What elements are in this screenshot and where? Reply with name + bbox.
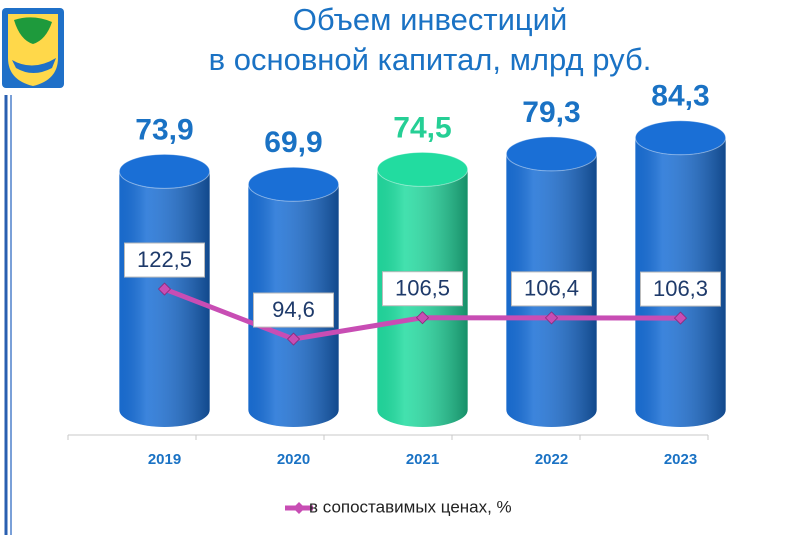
logo bbox=[2, 8, 64, 88]
line-marker bbox=[157, 282, 172, 296]
x-tick-label: 2020 bbox=[277, 451, 310, 468]
data-label: 69,9 bbox=[264, 126, 322, 159]
data-label: 106,4 bbox=[524, 276, 579, 301]
bar-shade bbox=[119, 171, 210, 427]
data-label: 84,3 bbox=[651, 80, 709, 113]
data-label: 106,5 bbox=[395, 276, 450, 301]
bar-top bbox=[505, 136, 598, 172]
side-decoration bbox=[4, 95, 12, 535]
data-label-box bbox=[640, 271, 721, 307]
data-label-box bbox=[511, 271, 592, 307]
data-label-box bbox=[124, 242, 205, 278]
data-label: 122,5 bbox=[137, 247, 192, 272]
data-label-box bbox=[253, 292, 334, 328]
bar-top bbox=[376, 151, 469, 187]
chart-title: в основной капитал, млрд руб. bbox=[209, 42, 652, 77]
legend-marker bbox=[293, 502, 305, 514]
x-tick-label: 2023 bbox=[664, 451, 697, 468]
bar-top bbox=[118, 153, 211, 189]
data-label: 106,3 bbox=[653, 276, 708, 301]
bar-top bbox=[634, 120, 727, 156]
data-label-box bbox=[382, 271, 463, 307]
bar-top bbox=[247, 166, 340, 202]
x-tick-label: 2019 bbox=[148, 451, 181, 468]
line-marker bbox=[673, 311, 688, 325]
line-marker bbox=[544, 311, 559, 325]
legend-label: в сопоставимых ценах, % bbox=[309, 497, 512, 516]
data-label: 73,9 bbox=[135, 113, 193, 146]
chart-title: Объем инвестиций bbox=[293, 2, 568, 37]
data-label: 74,5 bbox=[393, 111, 451, 144]
x-tick-label: 2022 bbox=[535, 451, 568, 468]
x-tick-label: 2021 bbox=[406, 451, 439, 468]
data-label: 79,3 bbox=[522, 96, 580, 129]
data-label: 94,6 bbox=[272, 297, 315, 322]
line-marker bbox=[286, 332, 301, 346]
line-marker bbox=[415, 311, 430, 325]
